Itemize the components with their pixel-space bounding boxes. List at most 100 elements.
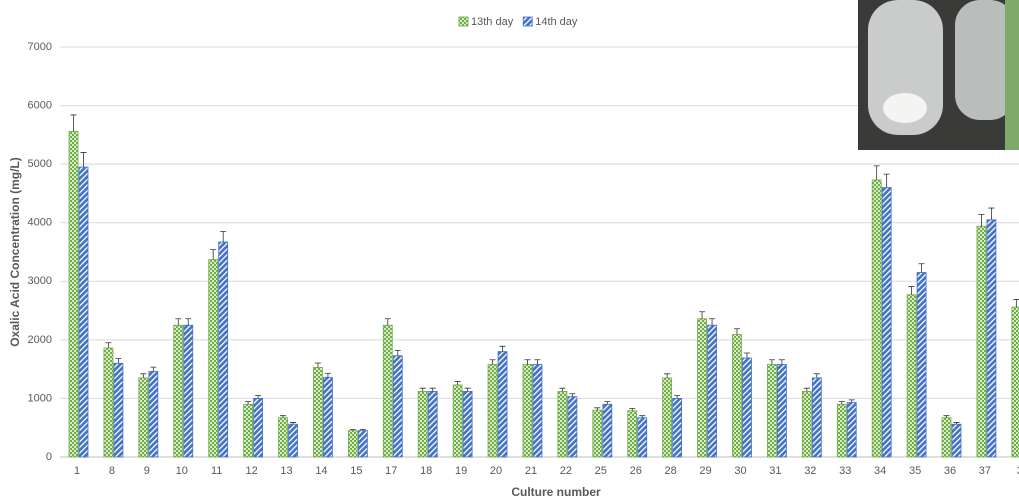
bar bbox=[103, 347, 114, 458]
y-tick-label: 4000 bbox=[28, 217, 52, 229]
bar bbox=[767, 364, 777, 458]
bar bbox=[811, 377, 822, 458]
bar bbox=[113, 362, 124, 458]
error-bar bbox=[1013, 299, 1019, 308]
error-bar bbox=[629, 407, 636, 411]
background-leaf bbox=[1005, 0, 1019, 150]
bar bbox=[487, 364, 498, 458]
bar bbox=[462, 390, 473, 458]
error-bar bbox=[873, 165, 880, 180]
y-tick-label: 7000 bbox=[28, 41, 52, 53]
error-bar bbox=[105, 342, 112, 349]
error-bar bbox=[664, 373, 671, 378]
bar bbox=[138, 377, 149, 458]
error-bar bbox=[524, 359, 531, 365]
error-bar bbox=[349, 429, 356, 431]
error-bar bbox=[464, 387, 471, 392]
x-tick-label: 20 bbox=[490, 465, 502, 477]
error-bar bbox=[534, 359, 541, 365]
error-bar bbox=[454, 381, 461, 385]
y-tick-label: 1000 bbox=[28, 392, 52, 404]
error-bar bbox=[594, 407, 601, 411]
bar bbox=[532, 364, 543, 458]
error-bar bbox=[429, 387, 436, 392]
bar bbox=[357, 430, 368, 458]
x-tick-label: 28 bbox=[665, 465, 677, 477]
error-bar bbox=[314, 362, 321, 368]
bar bbox=[742, 357, 752, 458]
x-tick-label: 9 bbox=[144, 465, 150, 477]
error-bar bbox=[838, 401, 845, 405]
error-bar bbox=[280, 415, 287, 418]
error-bar bbox=[604, 401, 611, 405]
error-bar bbox=[953, 422, 960, 425]
x-tick-label: 33 bbox=[839, 465, 851, 477]
x-tick-label: 34 bbox=[874, 465, 886, 477]
bar bbox=[208, 259, 219, 458]
x-tick-label: 36 bbox=[944, 465, 956, 477]
bar bbox=[976, 225, 987, 458]
error-bar bbox=[978, 214, 985, 227]
x-tick-label: 13 bbox=[280, 465, 292, 477]
bar bbox=[347, 430, 358, 458]
tube-right bbox=[955, 0, 1015, 120]
legend-label: 14th day bbox=[535, 16, 578, 28]
error-bar bbox=[733, 328, 740, 335]
bar bbox=[253, 398, 264, 458]
error-bar bbox=[140, 373, 147, 378]
bar bbox=[557, 390, 568, 458]
bar bbox=[697, 318, 707, 458]
x-tick-label: 26 bbox=[630, 465, 642, 477]
photo-inset bbox=[858, 0, 1019, 150]
precipitate bbox=[883, 93, 927, 123]
error-bar bbox=[70, 114, 77, 132]
y-tick-label: 5000 bbox=[28, 158, 52, 170]
x-tick-label: 18 bbox=[420, 465, 432, 477]
error-bar bbox=[245, 401, 252, 405]
bar bbox=[323, 376, 333, 458]
bar bbox=[452, 384, 463, 458]
error-bar bbox=[255, 395, 262, 399]
y-tick-label: 6000 bbox=[28, 99, 52, 111]
x-tick-label: 30 bbox=[734, 465, 746, 477]
bar bbox=[801, 390, 812, 458]
error-bar bbox=[290, 422, 297, 425]
x-tick-label: 32 bbox=[804, 465, 816, 477]
bar bbox=[382, 324, 393, 458]
bar bbox=[906, 294, 917, 458]
y-tick-label: 0 bbox=[46, 451, 52, 463]
x-tick-label: 37 bbox=[979, 465, 991, 477]
bar bbox=[637, 417, 648, 458]
error-bar bbox=[359, 429, 366, 431]
bar bbox=[183, 324, 194, 458]
bar bbox=[218, 241, 229, 458]
error-bar bbox=[709, 318, 716, 326]
x-tick-label: 17 bbox=[385, 465, 397, 477]
bar bbox=[288, 423, 298, 458]
x-tick-label: 1 bbox=[74, 465, 80, 477]
bar bbox=[881, 187, 892, 458]
bar bbox=[278, 417, 288, 458]
bar bbox=[1011, 306, 1019, 458]
error-bar bbox=[419, 387, 426, 392]
error-bar bbox=[185, 318, 192, 326]
bar bbox=[627, 410, 638, 458]
x-tick-label: 11 bbox=[211, 465, 222, 477]
x-tick-label: 8 bbox=[109, 465, 115, 477]
bar bbox=[68, 130, 79, 458]
y-tick-label: 3000 bbox=[28, 275, 52, 287]
x-tick-label: 25 bbox=[595, 465, 607, 477]
error-bar bbox=[175, 318, 182, 326]
bar bbox=[941, 417, 952, 458]
bar bbox=[602, 403, 613, 458]
bar bbox=[592, 409, 603, 458]
x-axis-title: Culture number bbox=[511, 485, 601, 499]
error-bar bbox=[220, 231, 227, 243]
bar bbox=[951, 423, 962, 458]
error-bar bbox=[324, 372, 331, 378]
error-bar bbox=[115, 358, 122, 364]
bar bbox=[777, 364, 787, 458]
error-bar bbox=[743, 352, 750, 359]
bar bbox=[313, 366, 323, 458]
